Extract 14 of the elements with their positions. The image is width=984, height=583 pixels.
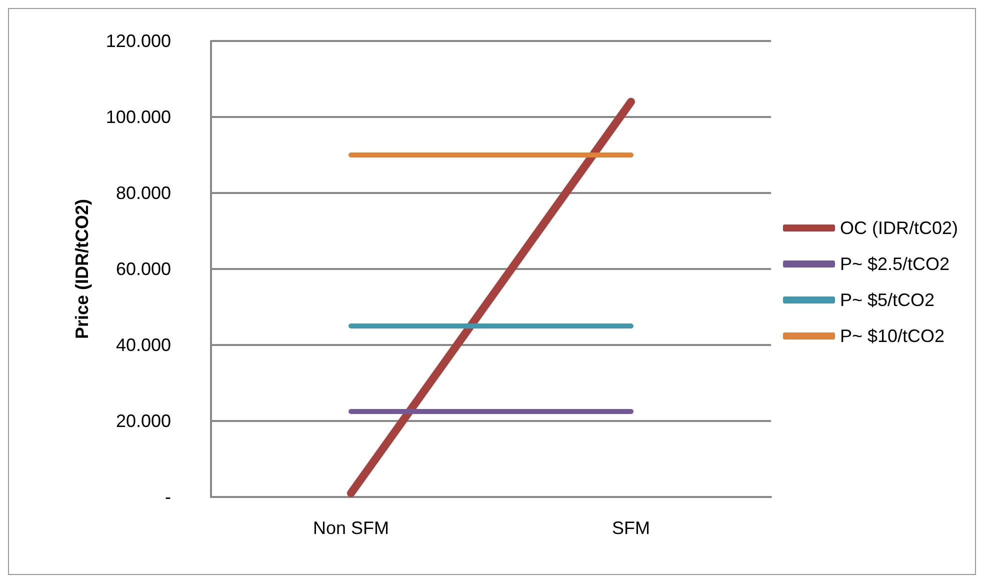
y-tick-label: 100.000: [106, 107, 171, 127]
legend-label: P~ $10/tCO2: [840, 326, 945, 346]
y-tick-label: 120.000: [106, 31, 171, 51]
y-tick-label: 20.000: [116, 411, 171, 431]
x-tick-label: Non SFM: [312, 518, 390, 538]
legend-label: OC (IDR/tC02): [840, 218, 958, 238]
y-tick-label: 80.000: [116, 183, 171, 203]
legend-label: P~ $5/tCO2: [840, 290, 935, 310]
y-tick-label: 40.000: [116, 335, 171, 355]
y-tick-label: -: [165, 487, 171, 507]
legend-label: P~ $2.5/tCO2: [840, 254, 950, 274]
y-tick-label: 60.000: [116, 259, 171, 279]
x-tick-label: SFM: [612, 518, 650, 538]
y-axis-title: Price (IDR/tCO2): [72, 198, 92, 340]
